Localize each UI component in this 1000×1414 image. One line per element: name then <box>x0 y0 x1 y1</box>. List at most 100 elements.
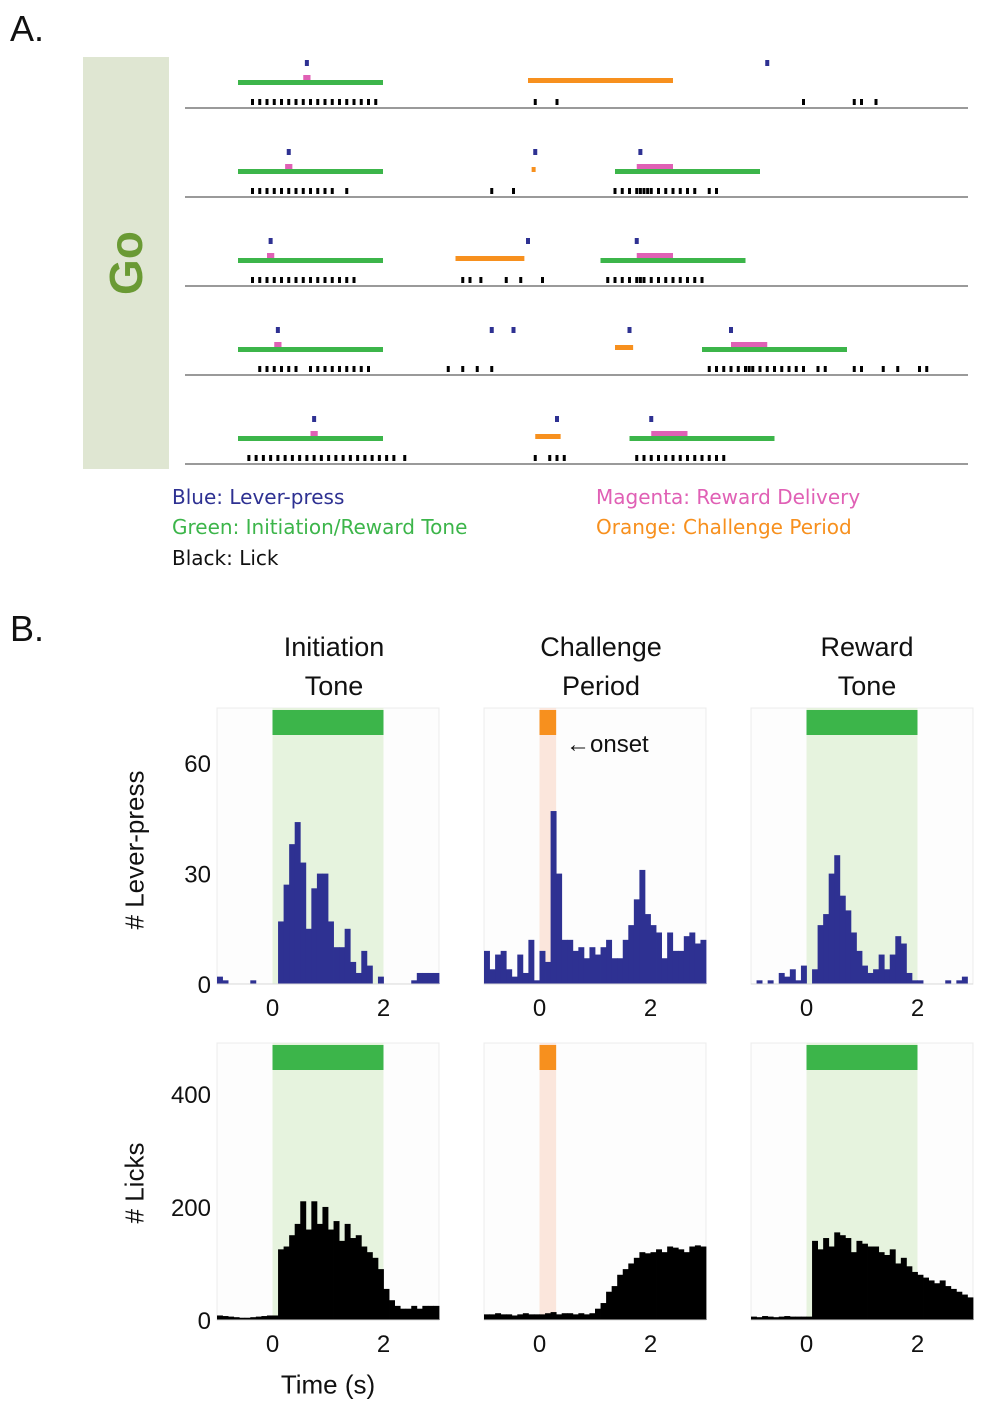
lick-tick <box>671 277 675 283</box>
histogram-bar <box>628 1263 635 1320</box>
lick-tick <box>294 99 298 105</box>
lick-tick <box>251 188 254 194</box>
histogram-bar <box>678 950 685 984</box>
lick-tick <box>301 188 305 194</box>
histogram-bar <box>217 976 223 984</box>
lick-tick <box>744 366 747 372</box>
histogram-bar <box>416 1308 423 1320</box>
histogram-bar <box>316 1223 323 1320</box>
histogram-bar <box>678 1249 685 1320</box>
histogram-bar <box>517 954 524 984</box>
histogram-bar <box>283 884 290 984</box>
green-tone-bar <box>702 347 847 352</box>
histogram-bar <box>344 1223 351 1320</box>
histogram-bar <box>528 939 535 984</box>
histogram-bar <box>333 1221 340 1320</box>
orange-challenge-bar <box>535 434 561 439</box>
col-title-challenge-line2: Period <box>561 671 641 701</box>
histogram-bar <box>762 1316 769 1320</box>
lick-tick <box>555 99 559 105</box>
histogram-bar <box>361 950 368 984</box>
histogram-bar <box>817 925 824 984</box>
lick-tick <box>309 188 312 194</box>
histogram-bar <box>639 869 646 984</box>
histogram-bar <box>956 1291 963 1320</box>
lick-tick <box>649 277 653 283</box>
lick-tick <box>309 366 312 372</box>
lick-tick <box>251 99 254 105</box>
go-band <box>83 57 169 469</box>
lick-tick <box>664 188 668 194</box>
histogram-bar <box>322 873 329 984</box>
histogram-bar <box>278 921 284 984</box>
histogram-bar <box>917 1274 924 1320</box>
histogram-bar <box>884 1254 891 1320</box>
histogram-bar <box>689 1246 696 1320</box>
lick-tick <box>294 277 298 283</box>
blue-lever-tick <box>526 238 530 244</box>
green-tone-bar <box>238 436 383 441</box>
lick-tick <box>918 366 921 372</box>
lick-tick <box>261 455 265 461</box>
histogram-bar <box>633 899 640 984</box>
histogram-bar <box>250 980 257 984</box>
histogram-bar <box>239 1317 246 1320</box>
lick-tick <box>657 455 660 461</box>
histogram-bar <box>878 1252 885 1320</box>
histogram-bar <box>328 1229 334 1320</box>
histogram-bar <box>834 855 841 984</box>
lick-tick <box>533 99 537 105</box>
histogram-bar <box>900 943 907 984</box>
histogram-bar <box>856 950 863 984</box>
lick-tick <box>729 366 733 372</box>
orange-challenge-bar <box>455 256 525 261</box>
histogram-bar <box>589 1313 596 1320</box>
lick-tick <box>649 188 653 194</box>
lick-tick <box>247 455 251 461</box>
histogram-bar <box>817 1249 824 1320</box>
histogram-bar <box>889 1249 896 1320</box>
histogram-bar <box>611 958 618 984</box>
x-tick-label: 2 <box>644 1331 657 1358</box>
histogram-bar <box>506 1314 513 1320</box>
lick-tick <box>715 188 718 194</box>
histogram-bar <box>522 1313 529 1320</box>
histogram-bar <box>300 1201 307 1320</box>
histogram-bar <box>850 1252 857 1320</box>
histogram-bar <box>906 972 913 984</box>
lick-tick <box>280 188 283 194</box>
histogram-bar <box>489 1314 496 1320</box>
lick-tick <box>403 455 407 461</box>
histogram-bar <box>873 1246 880 1320</box>
histogram-bar <box>556 873 563 984</box>
histogram-bar <box>650 925 657 984</box>
histogram-bar <box>383 1288 390 1320</box>
lick-tick <box>657 188 660 194</box>
lick-tick <box>312 455 316 461</box>
histogram-bar <box>322 1206 329 1320</box>
histogram-bar <box>767 1316 774 1320</box>
green-tone-bar <box>615 169 760 174</box>
tone-indicator-bar <box>272 710 384 735</box>
histogram-bar <box>484 1314 490 1320</box>
lick-tick <box>356 455 360 461</box>
histogram-bar <box>545 961 551 984</box>
lick-tick <box>642 455 646 461</box>
histogram-bar <box>578 947 585 984</box>
orange-challenge-bar <box>615 345 634 350</box>
histogram-bar <box>812 1240 818 1320</box>
histogram-bar <box>222 980 229 984</box>
y-tick-label: 0 <box>198 1308 211 1335</box>
tone-indicator-bar <box>806 710 918 735</box>
lick-tick <box>707 366 711 372</box>
histogram-bar <box>289 1235 296 1320</box>
lick-tick <box>280 277 283 283</box>
legend-magenta: Magenta: Reward Delivery <box>596 485 861 509</box>
histogram-bar <box>884 969 891 984</box>
x-tick-label: 2 <box>644 995 657 1022</box>
lick-tick <box>309 99 312 105</box>
lick-tick <box>258 99 262 105</box>
histogram-bar <box>377 1269 384 1320</box>
x-tick-label: 0 <box>533 995 546 1022</box>
